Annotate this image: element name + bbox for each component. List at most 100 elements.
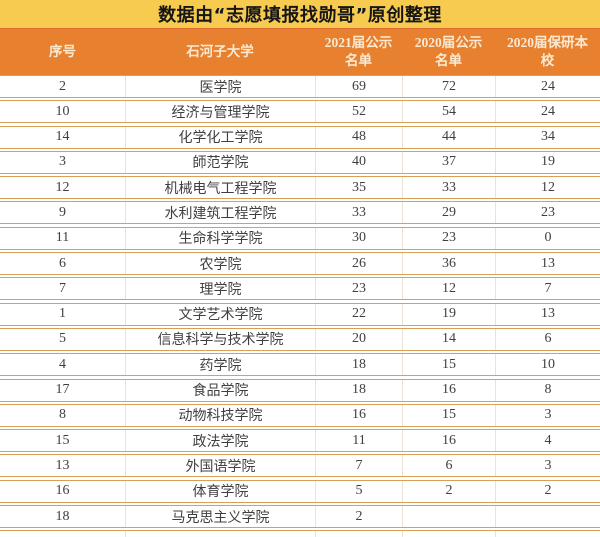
table-cell: 8 bbox=[59, 407, 66, 423]
table-cell: 19 bbox=[495, 151, 600, 173]
table-cell: 1 bbox=[59, 306, 66, 322]
table-cell: 药学院 bbox=[125, 354, 315, 376]
table-cell: 35 bbox=[315, 177, 402, 199]
table-row: 11 生命科学学院 30 23 0 bbox=[0, 226, 600, 250]
table-row: 9 水利建筑工程学院 33 29 23 bbox=[0, 201, 600, 225]
table-cell: 6 bbox=[495, 328, 600, 350]
table-cell: 24 bbox=[495, 76, 600, 97]
table-row: 12 机械电气工程学院 35 33 12 bbox=[0, 176, 600, 200]
table-cell: 6 bbox=[402, 455, 495, 477]
table-row: 6 农学院 26 36 13 bbox=[0, 252, 600, 276]
page-title: 数据由“志愿填报找勋哥”原创整理 bbox=[158, 5, 442, 26]
table-cell bbox=[495, 531, 600, 537]
table-cell: 29 bbox=[402, 202, 495, 224]
table-cell: 44 bbox=[402, 126, 495, 148]
table-header-row: 序号 石河子大学 2021届公示 名单 2020届公示 名单 2020届保研本 … bbox=[0, 29, 600, 75]
table-cell: 15 bbox=[55, 432, 70, 448]
table-cell: 12 bbox=[402, 278, 495, 300]
table-cell: 16 bbox=[55, 483, 70, 499]
table-cell: 37 bbox=[402, 151, 495, 173]
table-row: 8 动物科技学院 16 15 3 bbox=[0, 403, 600, 427]
table-row: 10 经济与管理学院 52 54 24 bbox=[0, 100, 600, 124]
table-cell: 机械电气工程学院 bbox=[125, 177, 315, 199]
table-row: 18 马克思主义学院 2 bbox=[0, 505, 600, 529]
table-row: 13 外国语学院 7 6 3 bbox=[0, 454, 600, 478]
table-cell: 政法学院 bbox=[125, 430, 315, 452]
table-cell: 13 bbox=[55, 457, 70, 473]
table-cell bbox=[315, 531, 402, 537]
table-cell: 7 bbox=[315, 455, 402, 477]
table-cell: 文学艺术学院 bbox=[125, 303, 315, 325]
table-cell: 3 bbox=[495, 404, 600, 426]
table-cell bbox=[402, 531, 495, 537]
title-bar: 数据由“志愿填报找勋哥”原创整理 bbox=[0, 0, 600, 29]
table-row: 15 政法学院 11 16 4 bbox=[0, 429, 600, 453]
table-cell: 2 bbox=[402, 480, 495, 502]
table-row: 5 信息科学与技术学院 20 14 6 bbox=[0, 327, 600, 351]
table-cell: 4 bbox=[495, 430, 600, 452]
table-row: 4 药学院 18 15 10 bbox=[0, 353, 600, 377]
table-cell: 水利建筑工程学院 bbox=[125, 202, 315, 224]
table-cell: 18 bbox=[55, 508, 70, 524]
table-cell: 22 bbox=[315, 303, 402, 325]
column-header-university: 石河子大学 bbox=[186, 43, 254, 59]
table-body: 2 医学院 69 72 24 10 经济与管理学院 52 54 24 14 化学化工学院 48 44 34 3… bbox=[0, 75, 600, 537]
table-row: 16 体育学院 5 2 2 bbox=[0, 479, 600, 503]
table-cell: 医学院 bbox=[125, 76, 315, 97]
table-cell: 3 bbox=[59, 154, 66, 170]
table-cell: 14 bbox=[55, 129, 70, 145]
table-row: 17 食品学院 18 16 8 bbox=[0, 378, 600, 402]
table-cell: 9 bbox=[59, 204, 66, 220]
table-cell: 11 bbox=[55, 230, 70, 246]
table-cell: 5 bbox=[315, 480, 402, 502]
table-cell bbox=[402, 506, 495, 528]
table-row: 1 文学艺术学院 22 19 13 bbox=[0, 302, 600, 326]
table-cell: 15 bbox=[402, 404, 495, 426]
table-cell: 26 bbox=[315, 253, 402, 275]
table-cell: 18 bbox=[315, 379, 402, 401]
column-header-2020-retained: 2020届保研本 校 bbox=[507, 34, 588, 68]
table-cell: 16 bbox=[402, 430, 495, 452]
table-cell: 6 bbox=[59, 255, 66, 271]
table-cell: 師范学院 bbox=[125, 151, 315, 173]
table-row: 3 師范学院 40 37 19 bbox=[0, 150, 600, 174]
table-cell: 30 bbox=[315, 227, 402, 249]
table-cell: 18 bbox=[315, 354, 402, 376]
table-cell: 24 bbox=[495, 101, 600, 123]
column-header-2021-list: 2021届公示 名单 bbox=[324, 34, 393, 68]
table-cell: 2 bbox=[315, 506, 402, 528]
table-cell: 72 bbox=[402, 76, 495, 97]
table-cell: 3 bbox=[495, 455, 600, 477]
table-cell: 23 bbox=[495, 202, 600, 224]
table-cell bbox=[495, 506, 600, 528]
table-cell: 体育学院 bbox=[125, 480, 315, 502]
table-cell: 23 bbox=[402, 227, 495, 249]
table-cell: 理学院 bbox=[125, 278, 315, 300]
table-cell: 15 bbox=[402, 354, 495, 376]
table-cell: 13 bbox=[495, 253, 600, 275]
table-cell: 33 bbox=[315, 202, 402, 224]
table-cell: 生命科学学院 bbox=[125, 227, 315, 249]
table-cell: 14 bbox=[402, 328, 495, 350]
table-cell: 7 bbox=[59, 280, 66, 296]
table-cell: 36 bbox=[402, 253, 495, 275]
table-cell: 动物科技学院 bbox=[125, 404, 315, 426]
table-row: 2 医学院 69 72 24 bbox=[0, 75, 600, 98]
table-cell: 20 bbox=[315, 328, 402, 350]
table-cell bbox=[125, 531, 315, 537]
column-header-seq: 序号 bbox=[49, 43, 76, 59]
table-cell: 13 bbox=[495, 303, 600, 325]
table-cell: 33 bbox=[402, 177, 495, 199]
table-row: 7 理学院 23 12 7 bbox=[0, 277, 600, 301]
table-cell: 16 bbox=[315, 404, 402, 426]
table-cell: 5 bbox=[59, 331, 66, 347]
table-cell: 2 bbox=[495, 480, 600, 502]
table-cell: 2 bbox=[59, 78, 66, 94]
table-cell: 农学院 bbox=[125, 253, 315, 275]
table-cell: 12 bbox=[55, 179, 70, 195]
table-cell: 食品学院 bbox=[125, 379, 315, 401]
table-cell: 经济与管理学院 bbox=[125, 101, 315, 123]
table-cell bbox=[0, 531, 125, 537]
table-cell: 11 bbox=[315, 430, 402, 452]
